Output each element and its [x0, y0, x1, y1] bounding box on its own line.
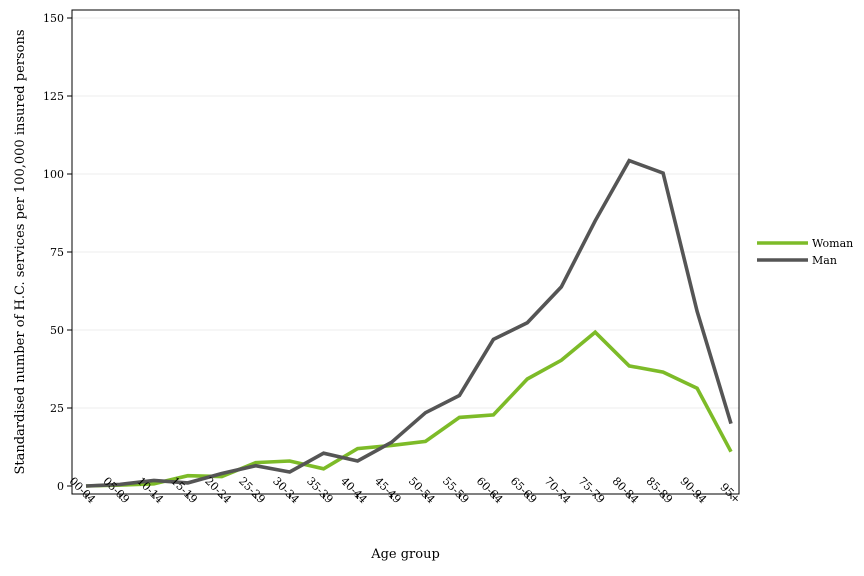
x-tick-label: 30-34	[270, 475, 302, 507]
x-tick-label: 00-04	[66, 475, 98, 507]
x-tick-label: 85-89	[644, 475, 676, 507]
y-axis-title: Standardised number of H.C. services per…	[13, 29, 28, 474]
x-tick-label: 65-69	[508, 475, 540, 507]
legend: Woman Man	[757, 237, 853, 267]
series-lines	[85, 158, 733, 488]
y-tick-label: 25	[50, 402, 64, 415]
x-tick-label: 55-59	[440, 475, 472, 507]
y-tick-label: 100	[43, 168, 64, 181]
x-tick-label: 35-39	[304, 475, 336, 507]
y-axis: 0 25 50 75 100 125 150	[43, 12, 72, 493]
x-axis-title: Age group	[370, 547, 440, 562]
y-tick-label: 150	[43, 12, 64, 25]
legend-label-man: Man	[812, 254, 837, 267]
x-tick-label: 20-24	[202, 475, 234, 507]
x-tick-label: 50-54	[406, 475, 438, 507]
x-tick-label: 70-74	[542, 475, 574, 507]
y-tick-label: 125	[43, 90, 64, 103]
series-line-woman	[85, 329, 733, 488]
x-tick-label: 80-84	[610, 475, 642, 507]
x-tick-label: 40-44	[338, 475, 370, 507]
x-tick-label: 75-79	[576, 475, 608, 507]
x-tick-label: 45-49	[372, 475, 404, 507]
y-tick-label: 75	[50, 246, 64, 259]
x-tick-label: 05-09	[100, 475, 132, 507]
gridlines	[72, 17, 739, 409]
x-tick-label: 25-29	[236, 475, 268, 507]
y-tick-label: 50	[50, 324, 64, 337]
y-tick-label: 0	[57, 480, 64, 493]
series-line-man	[85, 158, 733, 488]
x-tick-label: 60-64	[474, 475, 506, 507]
legend-label-woman: Woman	[812, 237, 853, 250]
x-tick-label: 90-94	[678, 475, 710, 507]
